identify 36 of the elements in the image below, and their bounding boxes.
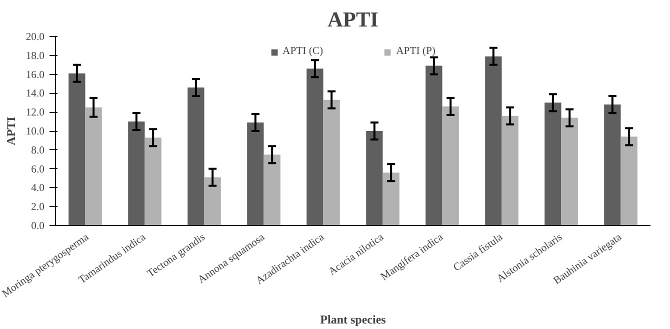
x-axis-title: Plant species: [320, 312, 386, 326]
y-tick-label: 14.0: [26, 88, 45, 100]
y-tick-label: 16.0: [26, 70, 45, 81]
bar: [485, 56, 502, 226]
y-tick-label: 20.0: [26, 32, 45, 43]
bar: [306, 68, 324, 226]
bar: [128, 122, 145, 226]
bar: [323, 100, 340, 226]
y-tick-label: 0.0: [31, 221, 45, 232]
bar: [604, 104, 621, 226]
y-tick-label: 8.0: [31, 145, 45, 156]
y-tick-label: 6.0: [31, 164, 45, 176]
bar: [144, 138, 162, 226]
bar: [264, 154, 280, 226]
bar: [382, 172, 400, 226]
bar: [502, 116, 518, 226]
y-tick-label: 18.0: [26, 50, 45, 62]
legend-label: APTI (P): [396, 46, 436, 57]
bar: [366, 131, 383, 226]
bar: [188, 88, 204, 226]
bar: [204, 177, 221, 226]
y-tick-label: 10.0: [26, 126, 45, 138]
bar: [68, 73, 86, 226]
y-axis-title: APTI: [4, 116, 18, 146]
y-tick-label: 2.0: [31, 202, 45, 214]
bar: [620, 136, 638, 226]
bar: [426, 66, 442, 226]
bar: [247, 122, 264, 226]
legend-label: APTI (C): [282, 46, 324, 57]
chart-title: APTI: [328, 8, 378, 32]
bar: [561, 118, 578, 226]
y-tick-label: 12.0: [26, 108, 45, 119]
bar: [544, 102, 562, 226]
bar: [85, 107, 102, 226]
bar: [442, 106, 459, 226]
y-tick-label: 4.0: [31, 183, 45, 194]
